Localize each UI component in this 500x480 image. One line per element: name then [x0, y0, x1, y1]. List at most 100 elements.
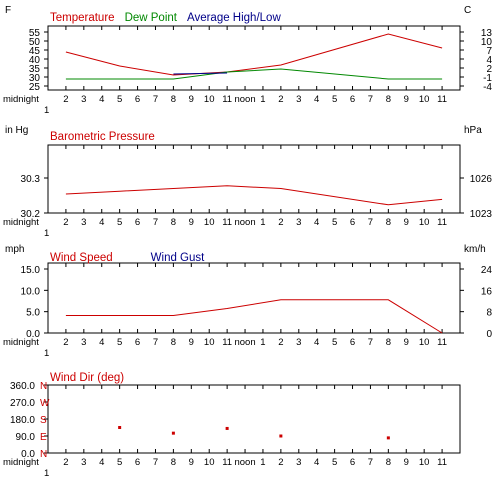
legend-label: Barometric Pressure	[50, 131, 155, 143]
legend-label: Temperature	[50, 12, 115, 24]
hour-label: 6	[135, 337, 140, 348]
hour-sublabel: 1	[44, 348, 49, 359]
y-tick-label-right: 7	[486, 46, 492, 57]
hour-label: 7	[368, 217, 373, 228]
hour-label: 4	[99, 217, 104, 228]
compass-label: E	[40, 432, 47, 443]
unit-left-label: mph	[5, 244, 24, 255]
plot-frame	[47, 384, 461, 454]
hour-label: 8	[171, 337, 176, 348]
hour-label: 7	[368, 337, 373, 348]
compass-label: W	[40, 398, 50, 409]
hour-label: 11	[222, 337, 232, 348]
hour-label: noon	[234, 217, 255, 228]
compass-label: S	[40, 415, 47, 426]
hour-label: midnight	[3, 337, 39, 348]
hour-label: 4	[314, 457, 319, 468]
compass-label: N	[40, 381, 47, 392]
hour-sublabel: 1	[44, 105, 49, 116]
hour-label: 8	[386, 94, 391, 105]
hour-label: 6	[135, 217, 140, 228]
hour-label: 6	[350, 457, 355, 468]
hour-label: 1	[260, 457, 265, 468]
hour-label: 9	[404, 217, 409, 228]
unit-left-label: F	[5, 5, 11, 16]
unit-right-label: C	[464, 5, 471, 16]
y-tick-label: 15.0	[21, 265, 41, 276]
hour-label: 3	[296, 217, 301, 228]
hour-label: 2	[63, 337, 68, 348]
unit-right-label: km/h	[464, 244, 486, 255]
y-tick-label-right: -4	[483, 82, 492, 93]
hour-label: 1	[260, 217, 265, 228]
hour-label: 11	[222, 94, 232, 105]
hour-label: 8	[386, 217, 391, 228]
hour-label: 11	[222, 217, 232, 228]
y-tick-label: 50	[29, 37, 41, 48]
hour-label: 1	[260, 337, 265, 348]
hour-sublabel: 1	[44, 228, 49, 239]
hour-label: 7	[153, 217, 158, 228]
y-tick-label-right: 2	[486, 64, 492, 75]
y-tick-label-right: 8	[486, 308, 492, 319]
hour-label: 5	[117, 94, 122, 105]
hour-label: 11	[437, 94, 447, 105]
series-line	[65, 68, 443, 80]
unit-right-label: hPa	[464, 125, 482, 136]
y-tick-label: 30.2	[21, 209, 41, 220]
y-tick-label: 30	[29, 73, 41, 84]
hour-label: 5	[332, 217, 337, 228]
hour-label: 3	[296, 94, 301, 105]
hour-label: 5	[332, 94, 337, 105]
y-tick-label-right: 16	[481, 286, 493, 297]
legend-label: Dew Point	[125, 12, 178, 24]
hour-label: 2	[278, 94, 283, 105]
data-point	[225, 426, 229, 430]
hour-label: 5	[117, 457, 122, 468]
hour-label: 2	[278, 337, 283, 348]
hour-sublabel: 1	[44, 468, 49, 479]
hour-label: midnight	[3, 217, 39, 228]
hour-label: 6	[350, 337, 355, 348]
y-tick-label: 55	[29, 28, 41, 39]
hour-label: 5	[117, 217, 122, 228]
hour-label: 5	[332, 457, 337, 468]
hour-label: 9	[189, 337, 194, 348]
y-tick-label-right: 24	[481, 265, 493, 276]
hour-label: 4	[314, 217, 319, 228]
legend-label: Wind Dir (deg)	[50, 372, 124, 384]
hour-label: 8	[386, 457, 391, 468]
hour-label: 3	[296, 457, 301, 468]
hour-label: 4	[99, 457, 104, 468]
y-tick-label: 35	[29, 64, 41, 75]
y-tick-label: 180.0	[10, 415, 35, 426]
hour-label: 10	[419, 457, 430, 468]
hour-label: 11	[222, 457, 232, 468]
y-tick-label-right: 10	[481, 37, 493, 48]
hour-label: 3	[296, 337, 301, 348]
hour-label: 10	[419, 337, 430, 348]
data-point	[279, 434, 283, 438]
hour-label: 9	[189, 94, 194, 105]
hour-label: midnight	[3, 94, 39, 105]
hour-label: 7	[153, 337, 158, 348]
y-tick-label: 270.0	[10, 398, 35, 409]
hour-label: 2	[63, 217, 68, 228]
compass-label: N	[40, 449, 47, 460]
hour-label: 3	[81, 457, 86, 468]
hour-label: 11	[437, 337, 447, 348]
hour-label: 4	[99, 337, 104, 348]
hour-label: noon	[234, 337, 255, 348]
hour-label: 2	[63, 457, 68, 468]
y-tick-label-right: 0	[486, 329, 492, 340]
hour-label: 4	[314, 94, 319, 105]
series-line	[65, 185, 443, 206]
y-tick-label-right: -1	[483, 73, 492, 84]
y-tick-label: 25	[29, 82, 41, 93]
hour-label: noon	[234, 457, 255, 468]
hour-label: 10	[204, 217, 215, 228]
hour-label: 8	[171, 94, 176, 105]
y-tick-label: 10.0	[21, 286, 41, 297]
hour-label: 11	[437, 457, 447, 468]
hour-label: 9	[189, 457, 194, 468]
